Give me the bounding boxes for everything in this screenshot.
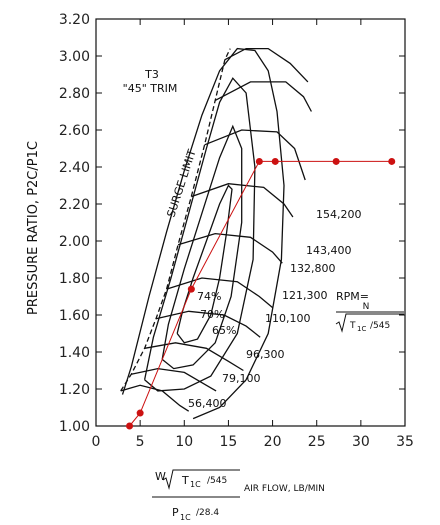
series-point	[187, 285, 195, 293]
series-point	[388, 157, 396, 165]
efficiency-island	[121, 47, 285, 420]
y-tick-label: 1.40	[59, 345, 90, 361]
speed-line	[120, 384, 190, 412]
efficiency-label-74: 74%	[197, 290, 221, 303]
y-tick-label: 2.60	[59, 123, 90, 139]
speed-label-96300: 96,300	[246, 348, 285, 361]
y-tick-label: 3.00	[59, 49, 90, 65]
rpm-label: RPM=	[336, 290, 369, 303]
series-point	[271, 157, 279, 165]
speed-line	[204, 129, 306, 181]
x-tick-label: 20	[264, 434, 282, 450]
rpm-t: T	[349, 321, 356, 331]
xlabel-p-div: /28.4	[196, 508, 219, 518]
speed-label-143400: 143,400	[306, 244, 352, 257]
xlabel-t: T	[181, 474, 189, 487]
efficiency-island	[176, 184, 233, 344]
x-tick-label: 0	[92, 434, 101, 450]
speed-line	[191, 183, 294, 218]
xlabel-p: P	[172, 506, 179, 519]
plot-axes: 0 5 10 15 20 25 30 35 1.00 1.20 1.40 1.60 1.80 2.00 2.…	[59, 12, 414, 450]
speed-label-56400: 56,400	[188, 397, 227, 410]
xlabel-sqrt-sign	[162, 469, 240, 490]
series-point	[255, 157, 263, 165]
y-tick-label: 2.00	[59, 234, 90, 250]
series-point	[126, 422, 134, 430]
xlabel-air-flow: AIR FLOW, LB/MIN	[244, 484, 325, 494]
y-tick-label: 1.80	[59, 271, 90, 287]
plot-frame	[95, 18, 406, 427]
operating-points-series	[126, 157, 396, 430]
speed-label-79100: 79,100	[222, 372, 261, 385]
speed-label-110100: 110,100	[265, 312, 311, 325]
speed-line	[224, 47, 309, 83]
y-tick-label: 3.20	[59, 12, 90, 28]
y-axis-label: PRESSURE RATIO, P2C/P1C	[26, 141, 41, 315]
trim-line-2: "45" TRIM	[123, 82, 178, 95]
x-tick-label: 5	[136, 434, 145, 450]
efficiency-island	[161, 124, 243, 370]
x-tick-label: 15	[220, 434, 238, 450]
speed-label-154200: 154,200	[316, 208, 362, 221]
surge-limit-label: SURGE LIMIT	[164, 148, 198, 219]
x-tick-label: 25	[308, 434, 326, 450]
surge-limit-curve	[120, 48, 231, 392]
rpm-t-sub: 1C	[357, 325, 366, 333]
series-point	[136, 409, 144, 417]
speed-label-132800: 132,800	[290, 262, 336, 275]
efficiency-islands	[121, 47, 285, 420]
speed-line	[166, 277, 274, 309]
y-tick-label: 2.20	[59, 197, 90, 213]
xlabel-t-div: /545	[207, 476, 227, 486]
speed-line	[214, 81, 312, 112]
y-tick-label: 2.80	[59, 86, 90, 102]
speed-line	[177, 232, 283, 264]
rpm-t-div: /545	[370, 321, 390, 331]
surge-limit-line	[120, 48, 231, 392]
efficiency-island	[143, 77, 256, 392]
x-tick-label: 35	[396, 434, 414, 450]
xlabel-p-sub: 1C	[180, 513, 191, 522]
xlabel-t-sub: 1C	[190, 480, 201, 489]
speed-line	[144, 342, 244, 372]
speed-line	[131, 367, 217, 392]
y-tick-label: 1.20	[59, 382, 90, 398]
x-tick-label: 30	[352, 434, 370, 450]
speed-lines	[120, 47, 312, 412]
rpm-sqrt-sign	[335, 313, 404, 333]
y-tick-label: 2.40	[59, 160, 90, 176]
series-point	[332, 157, 340, 165]
y-tick-label: 1.60	[59, 308, 90, 324]
x-tick-label: 10	[175, 434, 193, 450]
y-tick-label: 1.00	[59, 419, 90, 435]
speed-line	[155, 310, 261, 338]
trim-line-1: T3	[144, 68, 159, 81]
efficiency-label-65: 65%	[212, 324, 236, 337]
rpm-n: N	[363, 302, 370, 312]
xlabel-w: W	[155, 470, 166, 483]
efficiency-label-70: 70%	[200, 308, 224, 321]
speed-label-121300: 121,300	[282, 289, 328, 302]
